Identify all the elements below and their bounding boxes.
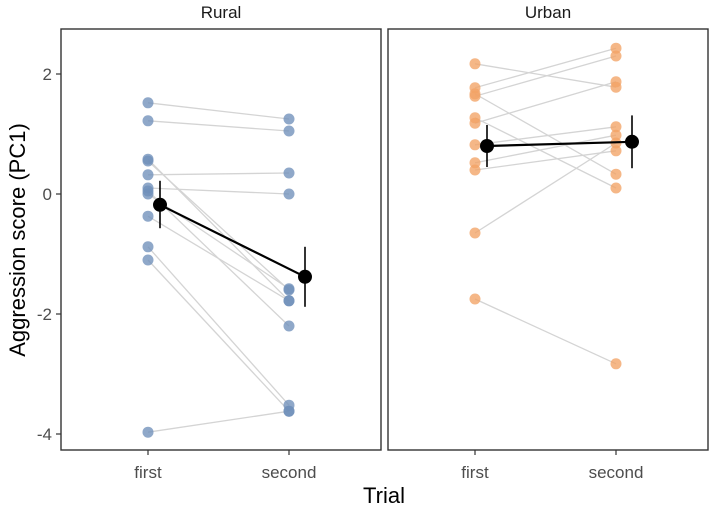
data-point-first (142, 188, 154, 200)
data-point-first (142, 97, 154, 109)
data-point-second (283, 167, 295, 179)
data-point-first (469, 58, 481, 70)
pair-line (147, 102, 290, 120)
pair-line (147, 259, 290, 412)
data-point-first (469, 90, 481, 102)
pair-line (474, 150, 617, 171)
pair-line (147, 172, 290, 176)
y-tick-label: -2 (37, 305, 52, 324)
data-point-first (142, 426, 154, 438)
pair-line (147, 215, 290, 302)
data-point-first (142, 254, 154, 266)
data-point-first (469, 117, 481, 129)
mean-point (625, 134, 639, 149)
panel-frame-urban (387, 28, 709, 451)
data-point-second (610, 76, 622, 88)
data-point-first (142, 210, 154, 222)
data-point-first (469, 293, 481, 305)
pair-line (474, 55, 617, 97)
panel-title-urban: Urban (525, 3, 571, 22)
x-tick-label-second-urban: second (589, 463, 644, 482)
pair-line (474, 47, 617, 89)
data-point-second (610, 182, 622, 194)
pair-line (474, 298, 617, 365)
data-point-first (142, 155, 154, 167)
data-point-second (283, 320, 295, 332)
pair-line (147, 246, 290, 406)
pair-line (147, 120, 290, 132)
y-tick-label: -4 (37, 425, 52, 444)
x-tick-label-first-urban: first (461, 463, 489, 482)
data-point-second (283, 295, 295, 307)
mean-point (153, 197, 167, 212)
panel-frame-rural (60, 28, 382, 451)
mean-point (298, 269, 312, 284)
data-point-second (610, 129, 622, 141)
pair-line (474, 134, 617, 164)
mean-line (486, 140, 633, 148)
data-point-second (283, 405, 295, 417)
pair-line (474, 117, 617, 189)
data-point-first (142, 115, 154, 127)
pair-line (147, 187, 290, 195)
axis-ticks (56, 73, 617, 455)
panel-title-rural: Rural (201, 3, 242, 22)
mean-summary (153, 115, 639, 307)
data-point-second (610, 145, 622, 157)
data-points (142, 42, 622, 438)
data-point-second (610, 168, 622, 180)
data-point-second (610, 121, 622, 133)
data-point-first (142, 169, 154, 181)
data-point-second (283, 113, 295, 125)
pair-line (474, 142, 617, 234)
data-point-second (283, 125, 295, 137)
data-point-second (283, 188, 295, 200)
y-tick-label: 2 (43, 65, 52, 84)
mean-line (159, 203, 306, 278)
x-tick-label-first-rural: first (134, 463, 162, 482)
data-point-first (469, 227, 481, 239)
data-point-second (283, 283, 295, 295)
data-point-first (142, 241, 154, 253)
mean-point (480, 139, 494, 153)
pair-line (147, 160, 290, 291)
pair-line (474, 93, 617, 175)
y-axis-title: Aggression score (PC1) (5, 123, 30, 357)
data-point-first (469, 164, 481, 176)
pair-line (474, 81, 617, 124)
data-point-second (610, 42, 622, 54)
pair-line (147, 410, 290, 433)
pair-line (474, 126, 617, 146)
y-tick-label: 0 (43, 185, 52, 204)
x-axis-title: Trial (363, 483, 405, 508)
data-point-second (610, 50, 622, 62)
pair-lines (147, 47, 617, 433)
data-point-second (610, 358, 622, 370)
x-tick-label-second-rural: second (262, 463, 317, 482)
data-point-first (469, 139, 481, 151)
